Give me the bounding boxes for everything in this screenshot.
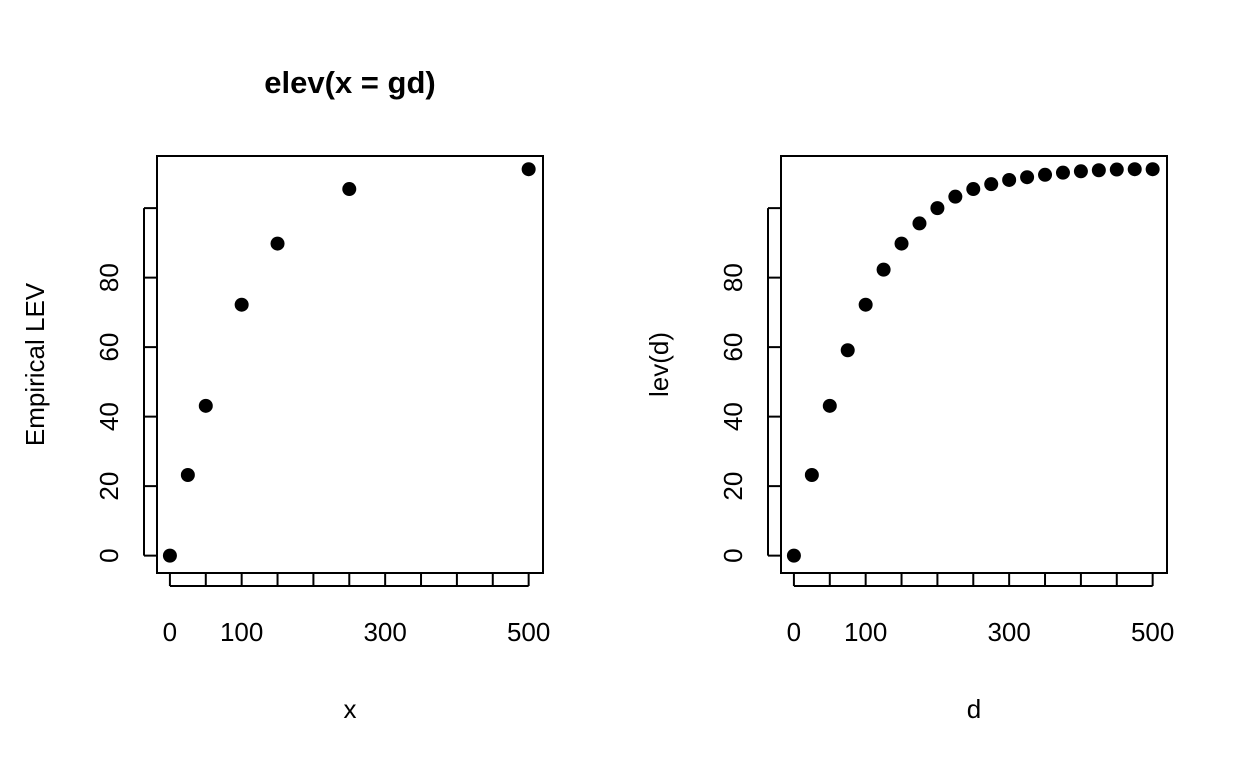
y-axis-label: Empirical LEV bbox=[20, 282, 50, 446]
data-point bbox=[912, 216, 927, 231]
data-point bbox=[270, 236, 285, 251]
x-axis-label: x bbox=[344, 694, 357, 724]
x-tick-label: 500 bbox=[1131, 617, 1174, 647]
x-tick-label: 500 bbox=[507, 617, 550, 647]
data-point bbox=[1055, 165, 1070, 180]
data-point bbox=[894, 236, 909, 251]
data-point bbox=[1145, 162, 1160, 177]
data-point bbox=[1091, 163, 1106, 178]
data-point bbox=[1109, 162, 1124, 177]
y-axis-label: lev(d) bbox=[644, 332, 674, 397]
data-point bbox=[521, 162, 536, 177]
x-tick-label: 0 bbox=[787, 617, 801, 647]
chart-panel-1: elev(x = gd) 0 100 300 500 0 20 40 60 80 x Empirica… bbox=[20, 65, 550, 724]
data-point bbox=[180, 468, 195, 483]
x-tick-label: 300 bbox=[987, 617, 1030, 647]
data-point bbox=[858, 297, 873, 312]
data-point bbox=[198, 398, 213, 413]
chart-panel-2: 0 100 300 500 0 20 40 60 80 d lev(d) bbox=[644, 155, 1174, 724]
y-tick-label: 20 bbox=[718, 472, 748, 501]
data-point bbox=[804, 468, 819, 483]
y-tick-label: 20 bbox=[94, 472, 124, 501]
chart-title: elev(x = gd) bbox=[264, 65, 435, 100]
data-point bbox=[822, 398, 837, 413]
x-tick-label: 100 bbox=[844, 617, 887, 647]
x-tick-label: 300 bbox=[363, 617, 406, 647]
data-point bbox=[984, 177, 999, 192]
data-point bbox=[1038, 167, 1053, 182]
data-point bbox=[786, 548, 801, 563]
data-point bbox=[342, 182, 357, 197]
data-point bbox=[930, 201, 945, 216]
data-point bbox=[840, 343, 855, 358]
data-point bbox=[1073, 164, 1088, 179]
y-tick-label: 0 bbox=[718, 548, 748, 562]
plot-frame bbox=[156, 155, 544, 574]
y-tick-label: 40 bbox=[718, 402, 748, 431]
data-point bbox=[234, 297, 249, 312]
data-point bbox=[948, 189, 963, 204]
data-point bbox=[876, 262, 891, 277]
x-axis-label: d bbox=[967, 694, 981, 724]
y-tick-label: 60 bbox=[94, 333, 124, 362]
data-point bbox=[966, 182, 981, 197]
data-point bbox=[1127, 162, 1142, 177]
y-tick-label: 80 bbox=[94, 263, 124, 292]
data-point bbox=[1002, 172, 1017, 187]
y-tick-label: 40 bbox=[94, 402, 124, 431]
data-point bbox=[1020, 170, 1035, 185]
plot-frame bbox=[780, 155, 1168, 574]
y-tick-label: 0 bbox=[94, 548, 124, 562]
x-tick-label: 100 bbox=[220, 617, 263, 647]
y-tick-label: 80 bbox=[718, 263, 748, 292]
y-tick-label: 60 bbox=[718, 333, 748, 362]
data-point bbox=[162, 548, 177, 563]
x-tick-label: 0 bbox=[163, 617, 177, 647]
